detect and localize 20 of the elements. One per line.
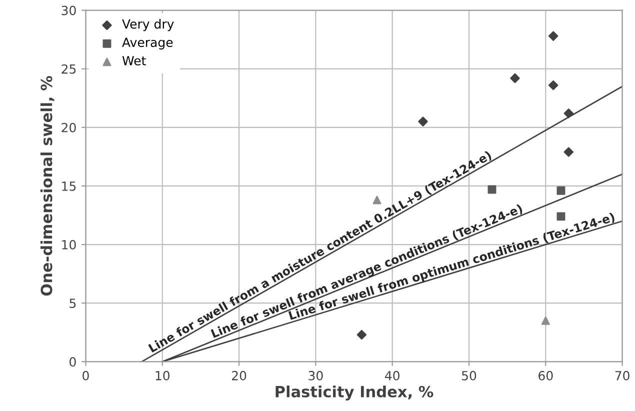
y-tick-label: 20 <box>62 122 76 132</box>
y-tick-label: 10 <box>62 240 76 250</box>
y-tick-label: 30 <box>62 6 76 16</box>
y-tick-label: 15 <box>62 182 76 191</box>
x-tick-label: 60 <box>538 370 553 380</box>
x-axis-title: Plasticity Index, % <box>276 386 434 400</box>
legend-label: Very dry <box>122 19 174 32</box>
y-tick-label: 25 <box>62 64 76 74</box>
y-tick-label: 0 <box>70 357 76 367</box>
x-tick-label: 70 <box>615 370 630 380</box>
x-tick-label: 40 <box>384 370 400 380</box>
legend-label: Wet <box>122 56 146 66</box>
x-tick-label: 50 <box>462 370 476 380</box>
y-axis-title: One-dimensional swell, % <box>40 76 54 296</box>
x-tick-label: 30 <box>308 370 323 380</box>
y-tick-label: 5 <box>70 298 76 308</box>
x-tick-label: 0 <box>82 370 89 380</box>
x-tick-label: 20 <box>232 370 246 380</box>
x-tick-label: 10 <box>156 370 170 380</box>
legend-label: Average <box>122 38 173 50</box>
